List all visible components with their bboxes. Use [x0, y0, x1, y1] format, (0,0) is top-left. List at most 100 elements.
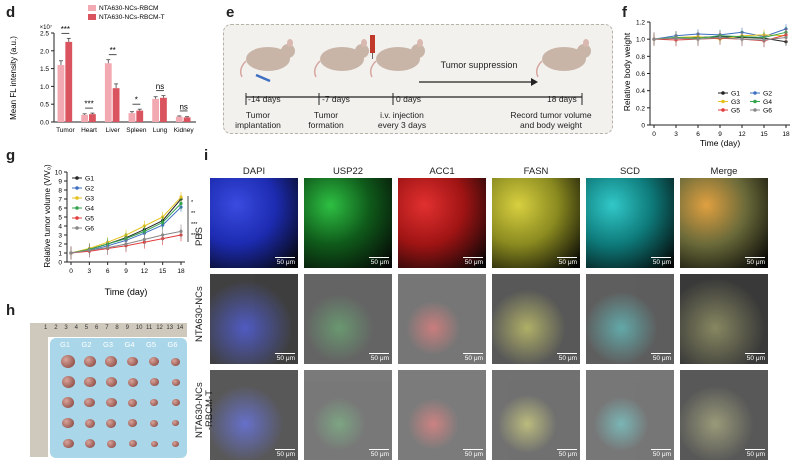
channel-title: USP22	[332, 166, 364, 177]
g-legend-marker	[75, 186, 79, 190]
ruler-tick-label: 14	[176, 325, 184, 331]
channel-title: Merge	[710, 166, 738, 177]
tumor	[128, 419, 137, 428]
f-ytick-label: 0.8	[636, 54, 645, 61]
event-caption: Tumor formation	[308, 110, 344, 130]
scale-bar: 50 μm	[275, 256, 295, 266]
scale-bar: 50 μm	[557, 352, 577, 362]
f-legend-label: G6	[763, 108, 772, 115]
ruler-ticks: 1 2 3 4 5 6 7 8 9 10 11 12 13 14	[44, 324, 186, 336]
g-point	[161, 233, 165, 237]
tumor	[127, 356, 138, 367]
microscopy-grid: 50 μm 50 μm 50 μm 50 μm 50 μm 50 μm 50 μm 50 μm…	[210, 178, 780, 463]
d-ytick-label: 1.0	[40, 84, 49, 91]
g-legend-marker	[75, 196, 79, 200]
chart-f: Relative body weight Time (day) 0 0.2 0.4 0…	[622, 20, 790, 148]
scale-bar-label: 50 μm	[276, 451, 295, 458]
ruler-tick-label: 1	[44, 325, 48, 331]
d-sig-label: **	[110, 46, 116, 55]
tumor	[83, 356, 96, 367]
tumor	[105, 397, 117, 408]
tumor-group-label: G3	[103, 340, 114, 349]
scale-bar-label: 50 μm	[370, 259, 389, 266]
g-ytick-label: 5	[58, 215, 62, 222]
tumor	[171, 357, 180, 366]
micrograph-fasn: 50 μm	[492, 178, 580, 268]
micrograph-acc1: 50 μm	[398, 370, 486, 460]
d-bar	[89, 114, 96, 122]
micrograph-usp22: 50 μm	[304, 178, 392, 268]
d-sig-label: *	[135, 96, 138, 105]
scale-bar: 50 μm	[745, 352, 765, 362]
d-sig-label: ***	[61, 25, 70, 34]
d-category-label: Heart	[81, 127, 97, 134]
ruler	[30, 323, 187, 337]
f-point	[784, 35, 788, 40]
tumor	[171, 378, 180, 386]
g-legend-marker	[75, 226, 79, 230]
g-point	[142, 229, 146, 233]
tumor	[172, 420, 179, 427]
scale-bar-label: 50 μm	[746, 259, 765, 266]
d-bar	[57, 65, 65, 122]
g-legend-label: G1	[85, 176, 94, 183]
f-legend-label: G2	[763, 91, 772, 98]
tumor-group-label: G6	[167, 340, 178, 349]
channel-title: DAPI	[242, 166, 266, 177]
g-ytick-label: 10	[55, 170, 63, 177]
tumor	[84, 418, 95, 428]
f-point	[652, 37, 656, 41]
row-label: PBS	[194, 226, 205, 246]
g-ytick-label: 4	[58, 224, 62, 231]
ruler-tick-label: 10	[135, 325, 143, 331]
event-day: 0 days	[396, 94, 422, 104]
panel-label-i: i	[204, 147, 209, 164]
f-ytick-label: 0.6	[636, 71, 645, 78]
g-legend-marker	[75, 206, 79, 210]
g-ytick-label: 0	[58, 260, 62, 267]
d-bar	[112, 88, 120, 122]
scale-bar: 50 μm	[275, 352, 295, 362]
f-point	[718, 35, 722, 40]
g-ytick-label: 7	[58, 197, 62, 204]
tumor	[84, 397, 95, 408]
f-point	[696, 37, 700, 41]
scale-bar-label: 50 μm	[276, 259, 295, 266]
d-category-label: Lung	[153, 127, 168, 134]
g-ylabel: Relative tumor volume (V/V₀)	[43, 164, 52, 268]
d-sig-label: ***	[84, 100, 93, 109]
scale-bar: 50 μm	[745, 448, 765, 458]
g-point	[179, 195, 183, 199]
scale-bar: 50 μm	[369, 448, 389, 458]
mouse-icon	[535, 39, 591, 78]
g-xtick-label: 9	[124, 268, 128, 275]
tumor	[84, 439, 95, 448]
panel-label-e: e	[226, 4, 235, 21]
f-xtick-label: 0	[652, 131, 656, 138]
scale-bar-label: 50 μm	[652, 451, 671, 458]
d-legend-label: NTA630-NCs-RBCM-T	[99, 14, 165, 21]
f-legend-marker	[721, 108, 725, 112]
tumor	[149, 378, 159, 387]
tumor	[106, 439, 116, 448]
f-legend-marker	[721, 91, 725, 95]
f-legend-label: G3	[731, 99, 740, 106]
g-xlabel: Time (day)	[105, 287, 148, 297]
scale-bar-label: 50 μm	[558, 451, 577, 458]
f-ytick-label: 1.0	[636, 37, 645, 44]
scale-bar-label: 50 μm	[558, 355, 577, 362]
ruler-tick-label: 5	[84, 325, 89, 331]
ruler-tick-label: 12	[156, 325, 163, 331]
f-legend-label: G5	[731, 108, 740, 115]
micrograph-scd: 50 μm	[586, 370, 674, 460]
d-bar	[175, 116, 183, 122]
g-xtick-label: 18	[177, 268, 185, 275]
tumor-group-label: G1	[60, 340, 71, 349]
scale-bar: 50 μm	[651, 256, 671, 266]
panel-label-f: f	[622, 4, 627, 21]
mouse-icon	[239, 39, 295, 78]
d-bar	[104, 63, 112, 122]
scale-bar: 50 μm	[651, 352, 671, 362]
g-legend-label: G6	[85, 226, 94, 233]
d-category-label: Spleen	[126, 127, 147, 134]
